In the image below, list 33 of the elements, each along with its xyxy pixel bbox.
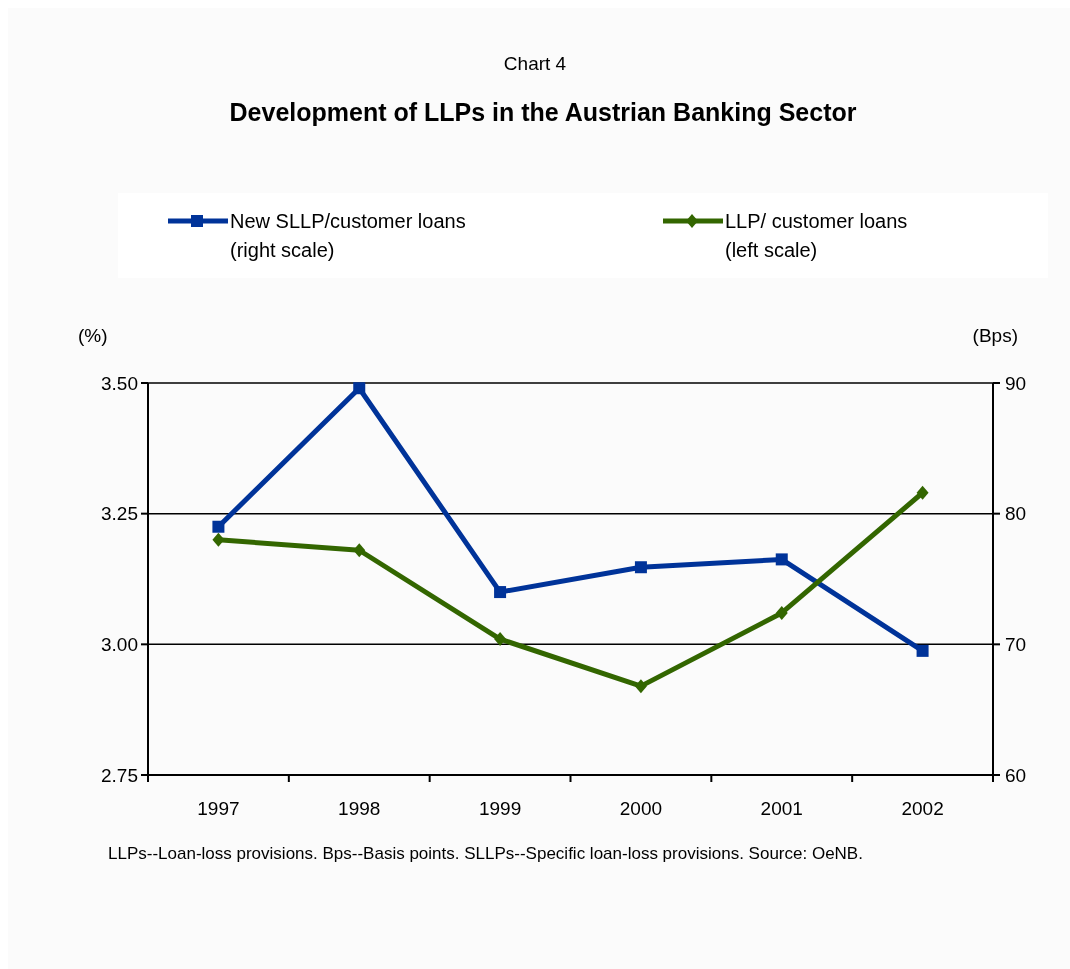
x-tick-label: 1999 — [478, 798, 522, 819]
point — [212, 520, 225, 533]
point — [916, 485, 929, 500]
y-tick-label: 3.00 — [101, 633, 138, 655]
y2-axis-title: (Bps) — [972, 325, 1018, 346]
point — [634, 679, 647, 694]
point — [353, 382, 366, 395]
point — [775, 605, 788, 620]
legend-label: New SLLP/customer loans (right scale) — [230, 210, 466, 261]
point — [212, 532, 225, 547]
x-tick-label: 2000 — [619, 798, 663, 819]
y2-tick-label: 70 — [1005, 633, 1027, 655]
point — [916, 644, 929, 657]
y-tick-label: 3.50 — [101, 372, 138, 394]
y-tick-label: 2.75 — [101, 764, 138, 786]
y2-tick-label: 60 — [1005, 764, 1027, 786]
point — [353, 543, 366, 558]
y-axis-title: (%) — [78, 325, 108, 346]
legend-label: LLP/ customer loans (left scale) — [725, 210, 908, 261]
x-tick-label: 2002 — [901, 798, 944, 819]
y2-tick-label: 80 — [1005, 503, 1027, 525]
y-tick-label: 3.25 — [101, 503, 138, 525]
x-tick-label: 1997 — [197, 798, 240, 819]
x-tick-label: 1998 — [338, 798, 381, 819]
y2-tick-label: 90 — [1005, 372, 1027, 394]
point — [494, 586, 507, 599]
chart-title: Chart 4 — [503, 53, 567, 74]
point — [634, 561, 647, 574]
point — [494, 632, 507, 647]
chart-subtitle: Development of LLPs in the Austrian Banking Sector — [229, 98, 857, 126]
point — [775, 553, 788, 566]
text: LLPs--Loan-loss provisions. Bps--Basis points. SLLPs--Specific loan-loss provisions. Source: OeNB. — [108, 843, 864, 865]
x-tick-label: 2001 — [760, 798, 803, 819]
